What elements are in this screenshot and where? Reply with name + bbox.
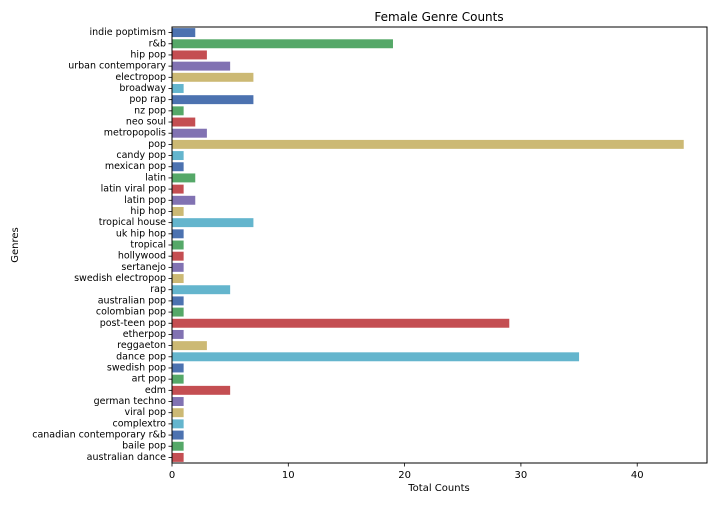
y-tick-label: rap: [150, 284, 166, 295]
bar: [172, 184, 184, 194]
bar: [172, 318, 510, 328]
y-tick-label: broadway: [119, 83, 166, 94]
y-tick-label: hip pop: [130, 49, 166, 60]
x-tick-label: 0: [169, 470, 175, 481]
bar: [172, 397, 184, 406]
y-tick-label: latin viral pop: [101, 184, 166, 195]
bar: [172, 195, 196, 205]
y-tick-label: complextro: [113, 418, 167, 429]
bar: [172, 385, 231, 395]
y-tick-label: hip hop: [130, 206, 166, 217]
y-tick-label: nz pop: [134, 105, 166, 116]
y-tick-label: edm: [145, 385, 166, 396]
bar: [172, 452, 184, 462]
bar: [172, 28, 196, 38]
y-tick-label: r&b: [149, 38, 166, 49]
y-tick-label: australian dance: [87, 452, 166, 463]
bar: [172, 296, 184, 306]
bar: [172, 274, 184, 284]
bar: [172, 262, 184, 272]
x-tick-label: 10: [282, 470, 295, 481]
bar: [172, 128, 207, 138]
bar: [172, 173, 196, 183]
y-tick-label: indie poptimism: [89, 27, 166, 38]
bar: [172, 307, 184, 317]
y-tick-label: australian pop: [98, 295, 166, 306]
bar: [172, 419, 184, 429]
x-tick-label: 30: [515, 470, 528, 481]
y-tick-label: pop rap: [129, 94, 166, 105]
bar: [172, 39, 393, 49]
bar: [172, 95, 254, 105]
y-tick-label: hollywood: [118, 251, 166, 262]
x-tick-label: 40: [631, 470, 644, 481]
bar: [172, 441, 184, 451]
y-tick-label: swedish electropop: [74, 273, 166, 284]
bar: [172, 84, 184, 93]
y-tick-label: colombian pop: [96, 307, 166, 318]
bar: [172, 229, 184, 239]
y-tick-label: german techno: [94, 396, 167, 407]
y-tick-label: uk hip hop: [116, 228, 166, 239]
y-tick-label: baile pop: [122, 441, 166, 452]
y-tick-label: etherpop: [123, 329, 166, 340]
bar: [172, 50, 207, 60]
y-tick-label: viral pop: [124, 407, 166, 418]
bar: [172, 285, 231, 295]
bar: [172, 117, 196, 127]
bar: [172, 151, 184, 161]
y-tick-label: sertanejo: [121, 262, 166, 273]
bar: [172, 106, 184, 116]
bar: [172, 341, 207, 351]
bar: [172, 251, 184, 261]
y-tick-label: dance pop: [116, 351, 166, 362]
y-tick-label: pop: [148, 139, 166, 150]
y-tick-label: latin: [145, 172, 166, 183]
bar: [172, 408, 184, 418]
bar: [172, 352, 580, 362]
bar: [172, 139, 684, 149]
bar: [172, 61, 231, 71]
y-tick-label: electropop: [115, 72, 166, 83]
y-tick-label: reggaeton: [117, 340, 166, 351]
y-tick-label: art pop: [132, 374, 166, 385]
y-tick-label: candy pop: [116, 150, 166, 161]
y-tick-label: urban contemporary: [68, 61, 166, 72]
y-tick-label: metropopolis: [104, 128, 166, 139]
chart-title: Female Genre Counts: [374, 10, 503, 24]
y-tick-label: latin pop: [124, 195, 166, 206]
x-tick-label: 20: [398, 470, 411, 481]
bar: [172, 363, 184, 373]
bar: [172, 72, 254, 82]
y-axis-label: Genres: [10, 227, 21, 263]
bar: [172, 374, 184, 384]
bar: [172, 430, 184, 440]
y-tick-label: post-teen pop: [100, 318, 166, 329]
bar: [172, 206, 184, 216]
bar: [172, 218, 254, 228]
bar: [172, 329, 184, 339]
y-tick-label: tropical house: [99, 217, 166, 228]
y-tick-label: tropical: [130, 240, 166, 251]
bar: [172, 240, 184, 250]
y-tick-label: neo soul: [126, 117, 166, 128]
y-tick-label: canadian contemporary r&b: [32, 430, 166, 441]
y-tick-label: mexican pop: [105, 161, 166, 172]
bar: [172, 162, 184, 172]
x-axis-label: Total Counts: [407, 483, 469, 494]
y-tick-label: swedish pop: [107, 362, 166, 373]
